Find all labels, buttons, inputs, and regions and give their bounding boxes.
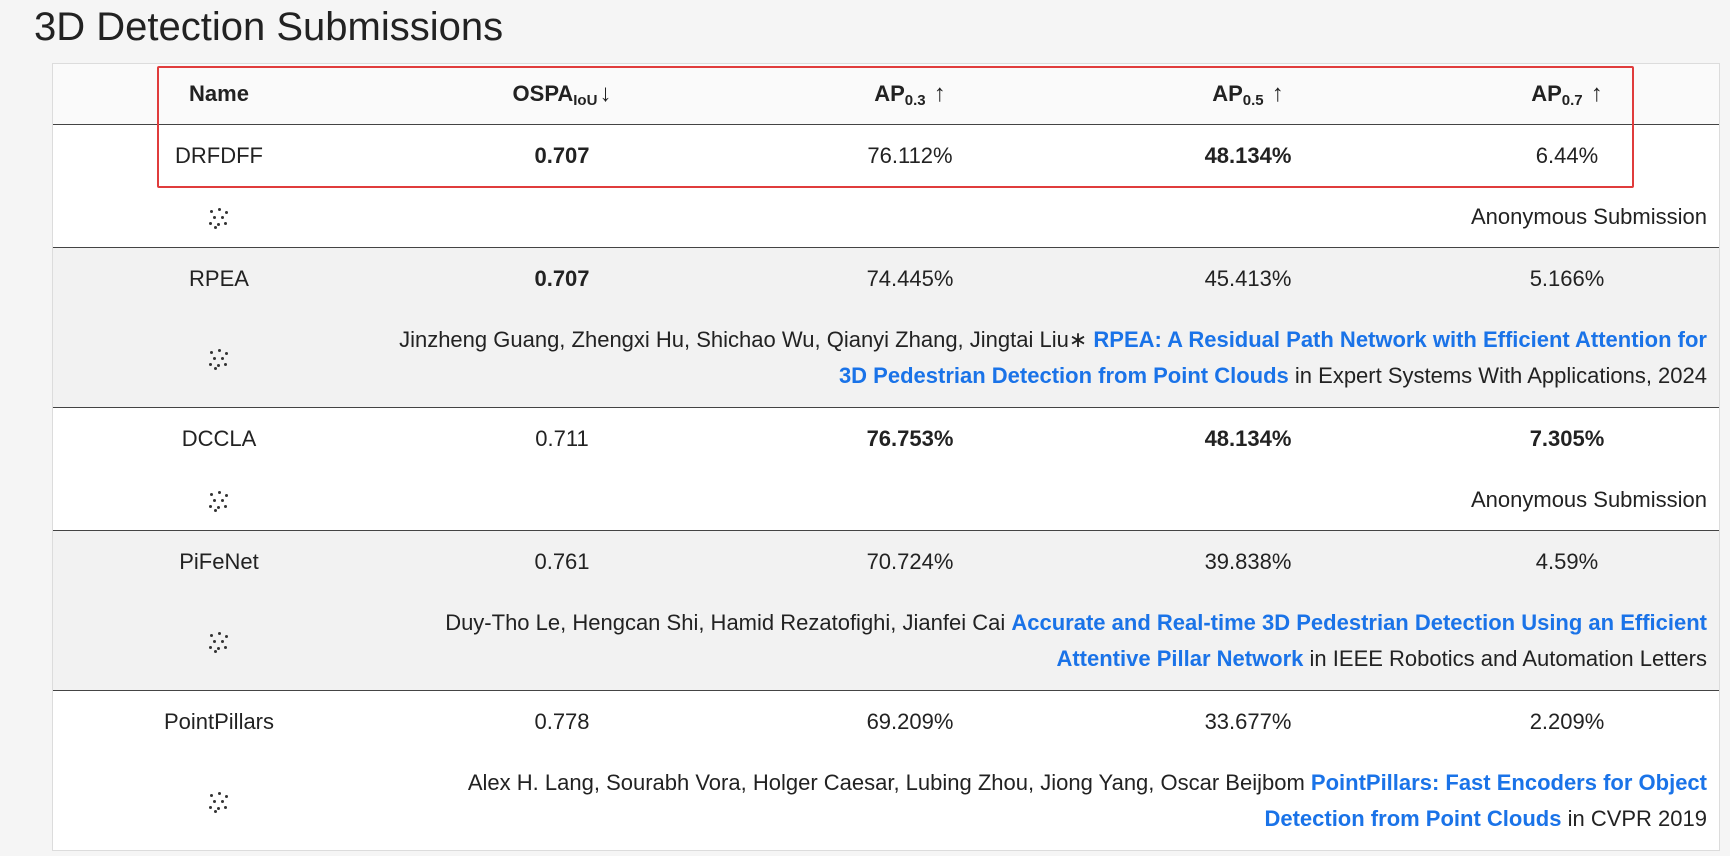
submission-group-pifenet: PiFeNet 0.761 70.724% 39.838% 4.59% Duy-… [53,530,1719,691]
sort-down-arrow-icon: ↓ [599,79,612,107]
header-name[interactable]: Name [53,64,385,125]
cell-name: DCCLA [181,425,257,451]
cell-ospa: 0.761 [385,530,739,592]
table-row: DRFDFF 0.707 76.112% 48.134% 6.44% [53,125,1719,187]
cell-ospa: 0.707 [534,142,590,168]
cell-ap05: 45.413% [1081,247,1415,309]
header-ap07[interactable]: AP0.7 ↑ [1415,64,1719,125]
detail-text: Anonymous Submission [385,186,1719,248]
scatter-dots-icon[interactable] [208,349,230,371]
scatter-dots-icon[interactable] [208,207,230,229]
detail-row: Anonymous Submission [53,186,1719,248]
paper-authors: Duy-Tho Le, Hengcan Shi, Hamid Rezatofig… [445,610,1006,635]
expand-cell[interactable] [53,309,385,408]
table-row: PiFeNet 0.761 70.724% 39.838% 4.59% [53,530,1719,592]
sort-up-arrow-icon: ↑ [933,79,946,107]
cell-ap07: 7.305% [1529,425,1605,451]
submission-group-rpea: RPEA 0.707 74.445% 45.413% 5.166% Jinzhe… [53,247,1719,408]
detail-text: Alex H. Lang, Sourabh Vora, Holger Caesa… [385,752,1719,850]
cell-ap05: 39.838% [1081,530,1415,592]
paper-authors: Jinzheng Guang, Zhengxi Hu, Shichao Wu, … [399,327,1088,352]
detail-row: Alex H. Lang, Sourabh Vora, Holger Caesa… [53,752,1719,850]
paper-link[interactable]: Accurate and Real-time 3D Pedestrian Det… [1011,610,1707,671]
header-ap03[interactable]: AP0.3 ↑ [739,64,1081,125]
detail-row: Jinzheng Guang, Zhengxi Hu, Shichao Wu, … [53,309,1719,408]
expand-cell[interactable] [53,186,385,248]
cell-ap05: 33.677% [1204,708,1292,734]
table-row: PointPillars 0.778 69.209% 33.677% 2.209… [53,691,1719,753]
scatter-dots-icon[interactable] [208,490,230,512]
cell-ospa: 0.711 [535,425,589,451]
cell-ap03: 70.724% [739,530,1081,592]
paper-venue: in IEEE Robotics and Automation Letters [1309,646,1707,671]
paper-link[interactable]: RPEA: A Residual Path Network with Effic… [838,327,1707,388]
detail-row: Anonymous Submission [53,469,1719,531]
cell-ap05: 48.134% [1204,425,1292,451]
page-title: 3D Detection Submissions [34,5,504,49]
cell-name: RPEA [53,247,385,309]
paper-venue: in CVPR 2019 [1567,806,1707,831]
paper-link[interactable]: PointPillars: Fast Encoders for Object D… [1264,770,1707,831]
paper-venue: in Expert Systems With Applications, 202… [1294,363,1707,388]
submission-group-drfdff: DRFDFF 0.707 76.112% 48.134% 6.44% Anony… [53,125,1719,248]
expand-cell[interactable] [53,592,385,691]
cell-name: PiFeNet [53,530,385,592]
cell-name: DRFDFF [175,142,263,168]
cell-name: PointPillars [163,708,275,734]
detail-text: Duy-Tho Le, Hengcan Shi, Hamid Rezatofig… [385,592,1719,691]
paper-authors: Alex H. Lang, Sourabh Vora, Holger Caesa… [467,770,1305,795]
submission-group-dccla: DCCLA 0.711 76.753% 48.134% 7.305% Anony… [53,408,1719,531]
detail-row: Duy-Tho Le, Hengcan Shi, Hamid Rezatofig… [53,592,1719,691]
submission-group-pointpillars: PointPillars 0.778 69.209% 33.677% 2.209… [53,691,1719,851]
sort-up-arrow-icon: ↑ [1271,79,1284,107]
expand-cell[interactable] [53,752,385,850]
cell-ap07: 5.166% [1415,247,1719,309]
cell-ospa: 0.707 [385,247,739,309]
cell-ap03: 74.445% [739,247,1081,309]
expand-cell[interactable] [53,469,385,531]
cell-ap05: 48.134% [1204,142,1292,168]
cell-ap07: 4.59% [1415,530,1719,592]
cell-ap03: 69.209% [866,708,954,734]
table-row: RPEA 0.707 74.445% 45.413% 5.166% [53,247,1719,309]
cell-ap03: 76.112% [867,142,953,168]
cell-ap07: 2.209% [1529,708,1605,734]
table-header-row: Name OSPAIoU↓ AP0.3 ↑ AP0.5 ↑ AP0.7 ↑ [53,64,1719,125]
scatter-dots-icon[interactable] [208,792,230,814]
detail-text: Jinzheng Guang, Zhengxi Hu, Shichao Wu, … [385,309,1719,408]
sort-up-arrow-icon: ↑ [1590,79,1603,107]
cell-ap07: 6.44% [1535,142,1599,168]
cell-ap03: 76.753% [866,425,954,451]
submissions-table: Name OSPAIoU↓ AP0.3 ↑ AP0.5 ↑ AP0.7 ↑ DR… [52,63,1720,851]
cell-ospa: 0.778 [534,708,590,734]
table-row: DCCLA 0.711 76.753% 48.134% 7.305% [53,408,1719,470]
header-ap05[interactable]: AP0.5 ↑ [1081,64,1415,125]
scatter-dots-icon[interactable] [208,632,230,654]
detail-text: Anonymous Submission [385,469,1719,531]
header-ospa[interactable]: OSPAIoU↓ [385,64,739,125]
